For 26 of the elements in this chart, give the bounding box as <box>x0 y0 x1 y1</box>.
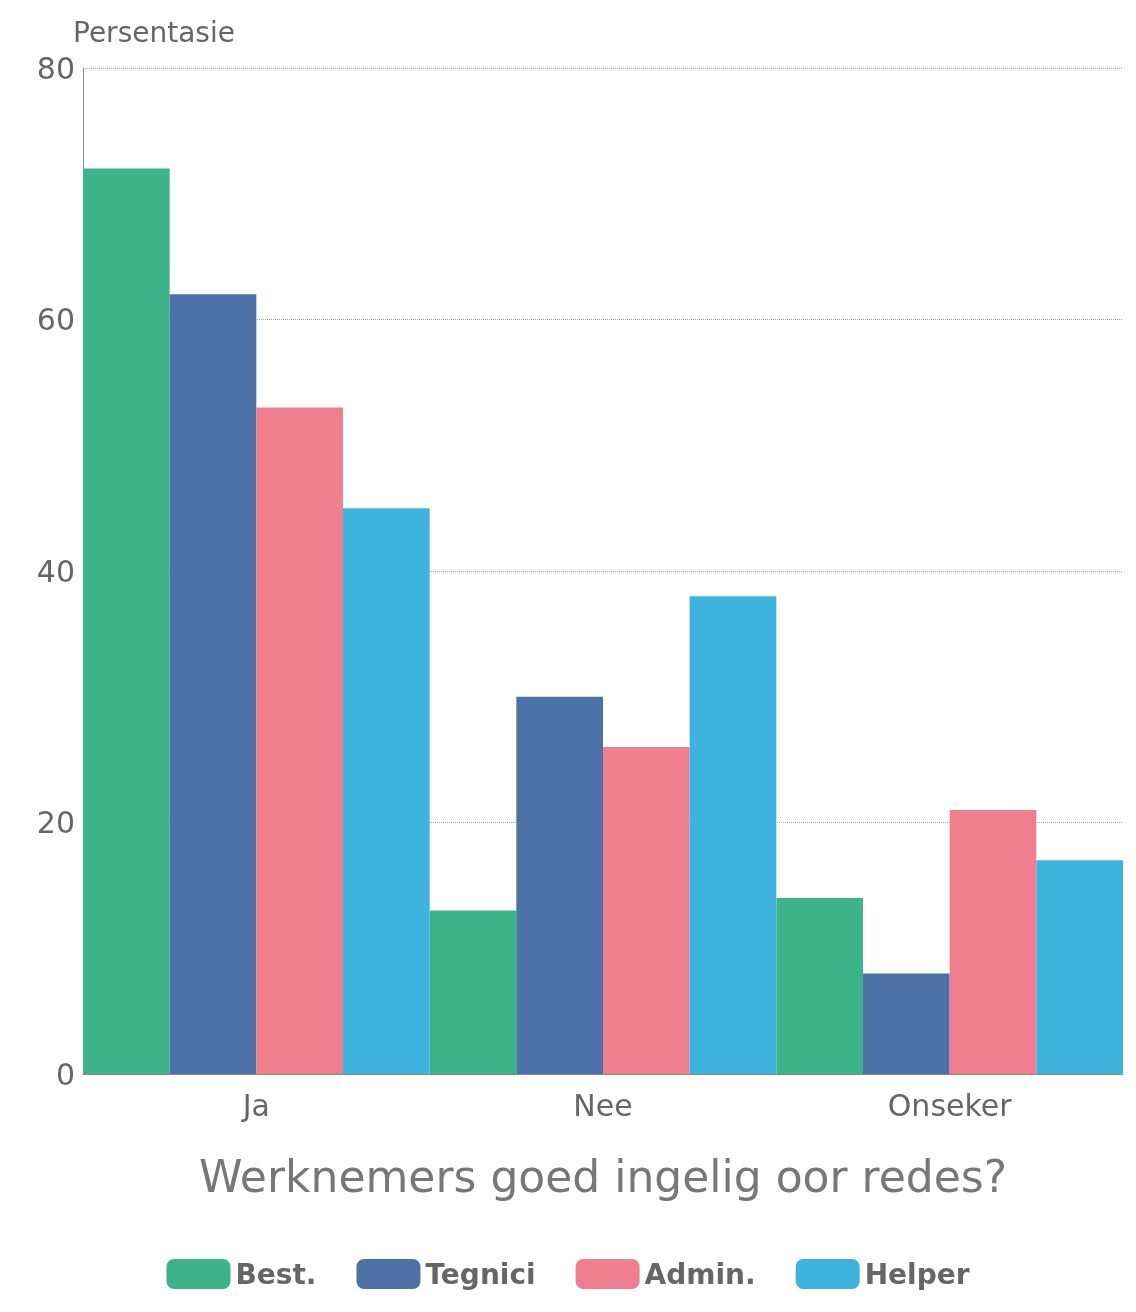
x-tick-label: Ja <box>240 1087 270 1123</box>
bar <box>516 696 603 1074</box>
bar <box>83 168 170 1074</box>
x-tick-label: Nee <box>573 1087 633 1123</box>
y-tick-label: 80 <box>36 50 75 86</box>
legend-label: Tegnici <box>425 1257 536 1291</box>
bar <box>429 910 517 1074</box>
y-tick-label: 60 <box>36 302 75 337</box>
bar <box>256 407 343 1074</box>
bar <box>169 294 257 1074</box>
y-tick-label: 0 <box>55 1056 75 1092</box>
legend-label: Helper <box>864 1257 970 1291</box>
legend-label: Admin. <box>644 1257 756 1291</box>
legend-label: Best. <box>235 1257 317 1291</box>
bar <box>343 508 430 1074</box>
y-axis-title: Persentasie <box>73 15 235 49</box>
x-axis-title: Werknemers goed ingelig oor redes? <box>198 1150 1008 1202</box>
bar <box>863 973 950 1074</box>
bar <box>603 747 690 1074</box>
bar <box>1036 860 1123 1074</box>
y-tick-label: 20 <box>36 805 75 840</box>
bar <box>949 809 1037 1074</box>
bar <box>689 596 777 1074</box>
x-tick-label: Onseker <box>887 1087 1013 1123</box>
y-tick-label: 40 <box>36 553 75 589</box>
bar <box>776 897 863 1074</box>
